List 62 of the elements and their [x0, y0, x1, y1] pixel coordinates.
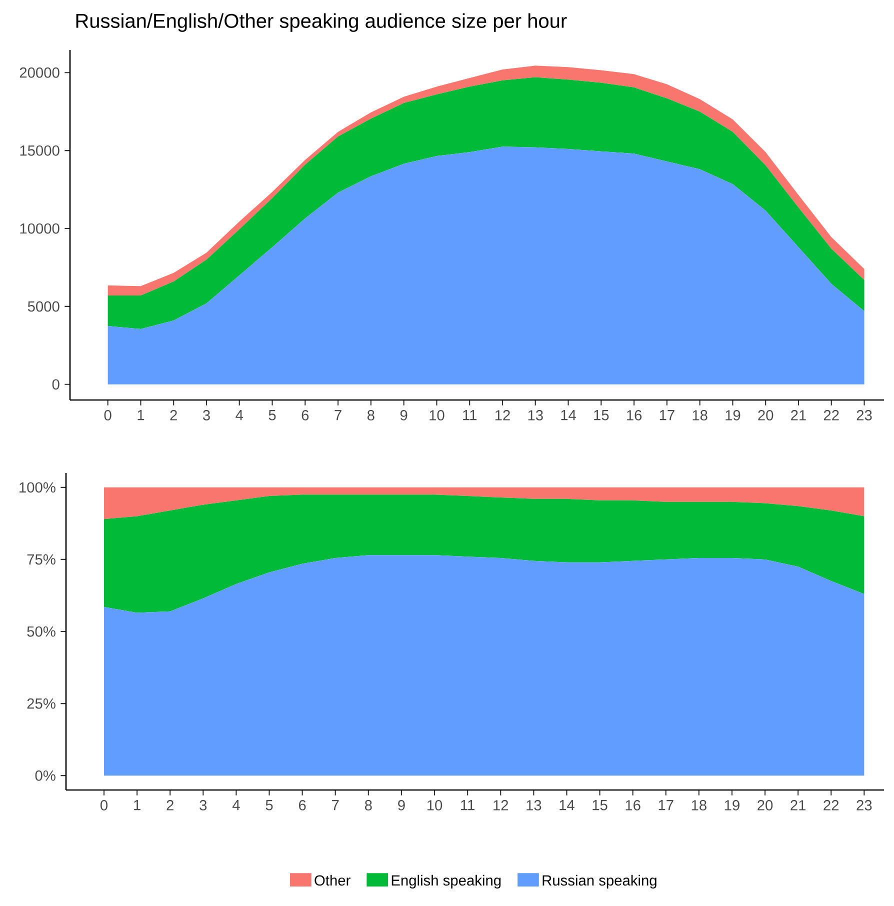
- y-tick-label: 75%: [27, 554, 56, 565]
- y-tick-label: 10000: [20, 223, 60, 234]
- x-tick-label: 0: [104, 410, 112, 420]
- y-tick-label: 50%: [27, 626, 56, 637]
- x-tick-label: 18: [692, 410, 708, 420]
- x-tick-label: 10: [427, 800, 442, 810]
- x-tick-label: 12: [495, 410, 510, 420]
- x-tick-label: 10: [430, 410, 444, 420]
- x-tick-label: 16: [626, 410, 642, 420]
- x-tick-label: 14: [560, 800, 574, 810]
- x-tick-label: 8: [364, 800, 372, 810]
- x-tick-label: 23: [856, 410, 872, 420]
- x-tick-label: 8: [367, 410, 374, 420]
- x-tick-label: 20: [758, 800, 773, 810]
- x-tick-label: 19: [724, 800, 740, 810]
- x-tick-label: 13: [528, 410, 543, 420]
- x-tick-label: 9: [400, 410, 408, 420]
- x-tick-label: 18: [692, 800, 706, 810]
- y-tick-label: 5000: [28, 301, 60, 312]
- x-tick-label: 1: [134, 800, 140, 810]
- x-tick-label: 4: [232, 800, 240, 810]
- legend-label: English speaking: [392, 874, 501, 889]
- y-tick-label: 0: [52, 379, 60, 390]
- x-tick-label: 23: [856, 800, 872, 810]
- x-tick-label: 17: [658, 800, 674, 810]
- y-tick-label: 25%: [27, 698, 56, 709]
- legend-label: Russian speaking: [542, 874, 656, 889]
- y-tick-label: 100%: [20, 482, 56, 493]
- x-tick-label: 17: [660, 410, 674, 420]
- x-tick-label: 15: [594, 410, 609, 420]
- x-tick-label: 20: [758, 410, 774, 420]
- x-tick-label: 14: [561, 410, 576, 420]
- x-tick-label: 21: [790, 800, 806, 810]
- y-tick-label: 15000: [20, 145, 60, 156]
- x-tick-label: 13: [526, 800, 542, 810]
- x-tick-label: 21: [791, 410, 806, 420]
- x-tick-label: 12: [494, 800, 508, 810]
- x-tick-label: 2: [170, 410, 177, 420]
- legend-label: Other: [314, 874, 350, 886]
- x-tick-label: 15: [592, 800, 608, 810]
- x-tick-label: 19: [726, 410, 740, 420]
- x-tick-label: 11: [461, 800, 474, 810]
- x-tick-label: 3: [200, 800, 207, 810]
- x-tick-label: 16: [626, 800, 640, 810]
- chart-title: Russian/English/Other speaking audience size per hour: [76, 13, 567, 32]
- x-tick-label: 5: [268, 410, 276, 420]
- x-tick-label: 9: [398, 800, 405, 810]
- x-tick-label: 1: [138, 410, 144, 420]
- x-tick-label: 5: [266, 800, 273, 810]
- x-tick-label: 11: [463, 410, 476, 420]
- y-tick-label: 0%: [35, 770, 56, 781]
- x-tick-label: 0: [100, 800, 108, 810]
- x-tick-label: 4: [236, 410, 244, 420]
- x-tick-label: 7: [332, 800, 339, 810]
- x-tick-label: 22: [824, 800, 839, 810]
- x-tick-label: 2: [166, 800, 174, 810]
- x-tick-label: 6: [302, 410, 309, 420]
- x-tick-label: 6: [298, 800, 306, 810]
- x-tick-label: 3: [202, 410, 210, 420]
- x-tick-label: 7: [334, 410, 342, 420]
- y-tick-label: 20000: [20, 67, 60, 78]
- x-tick-label: 22: [824, 410, 839, 420]
